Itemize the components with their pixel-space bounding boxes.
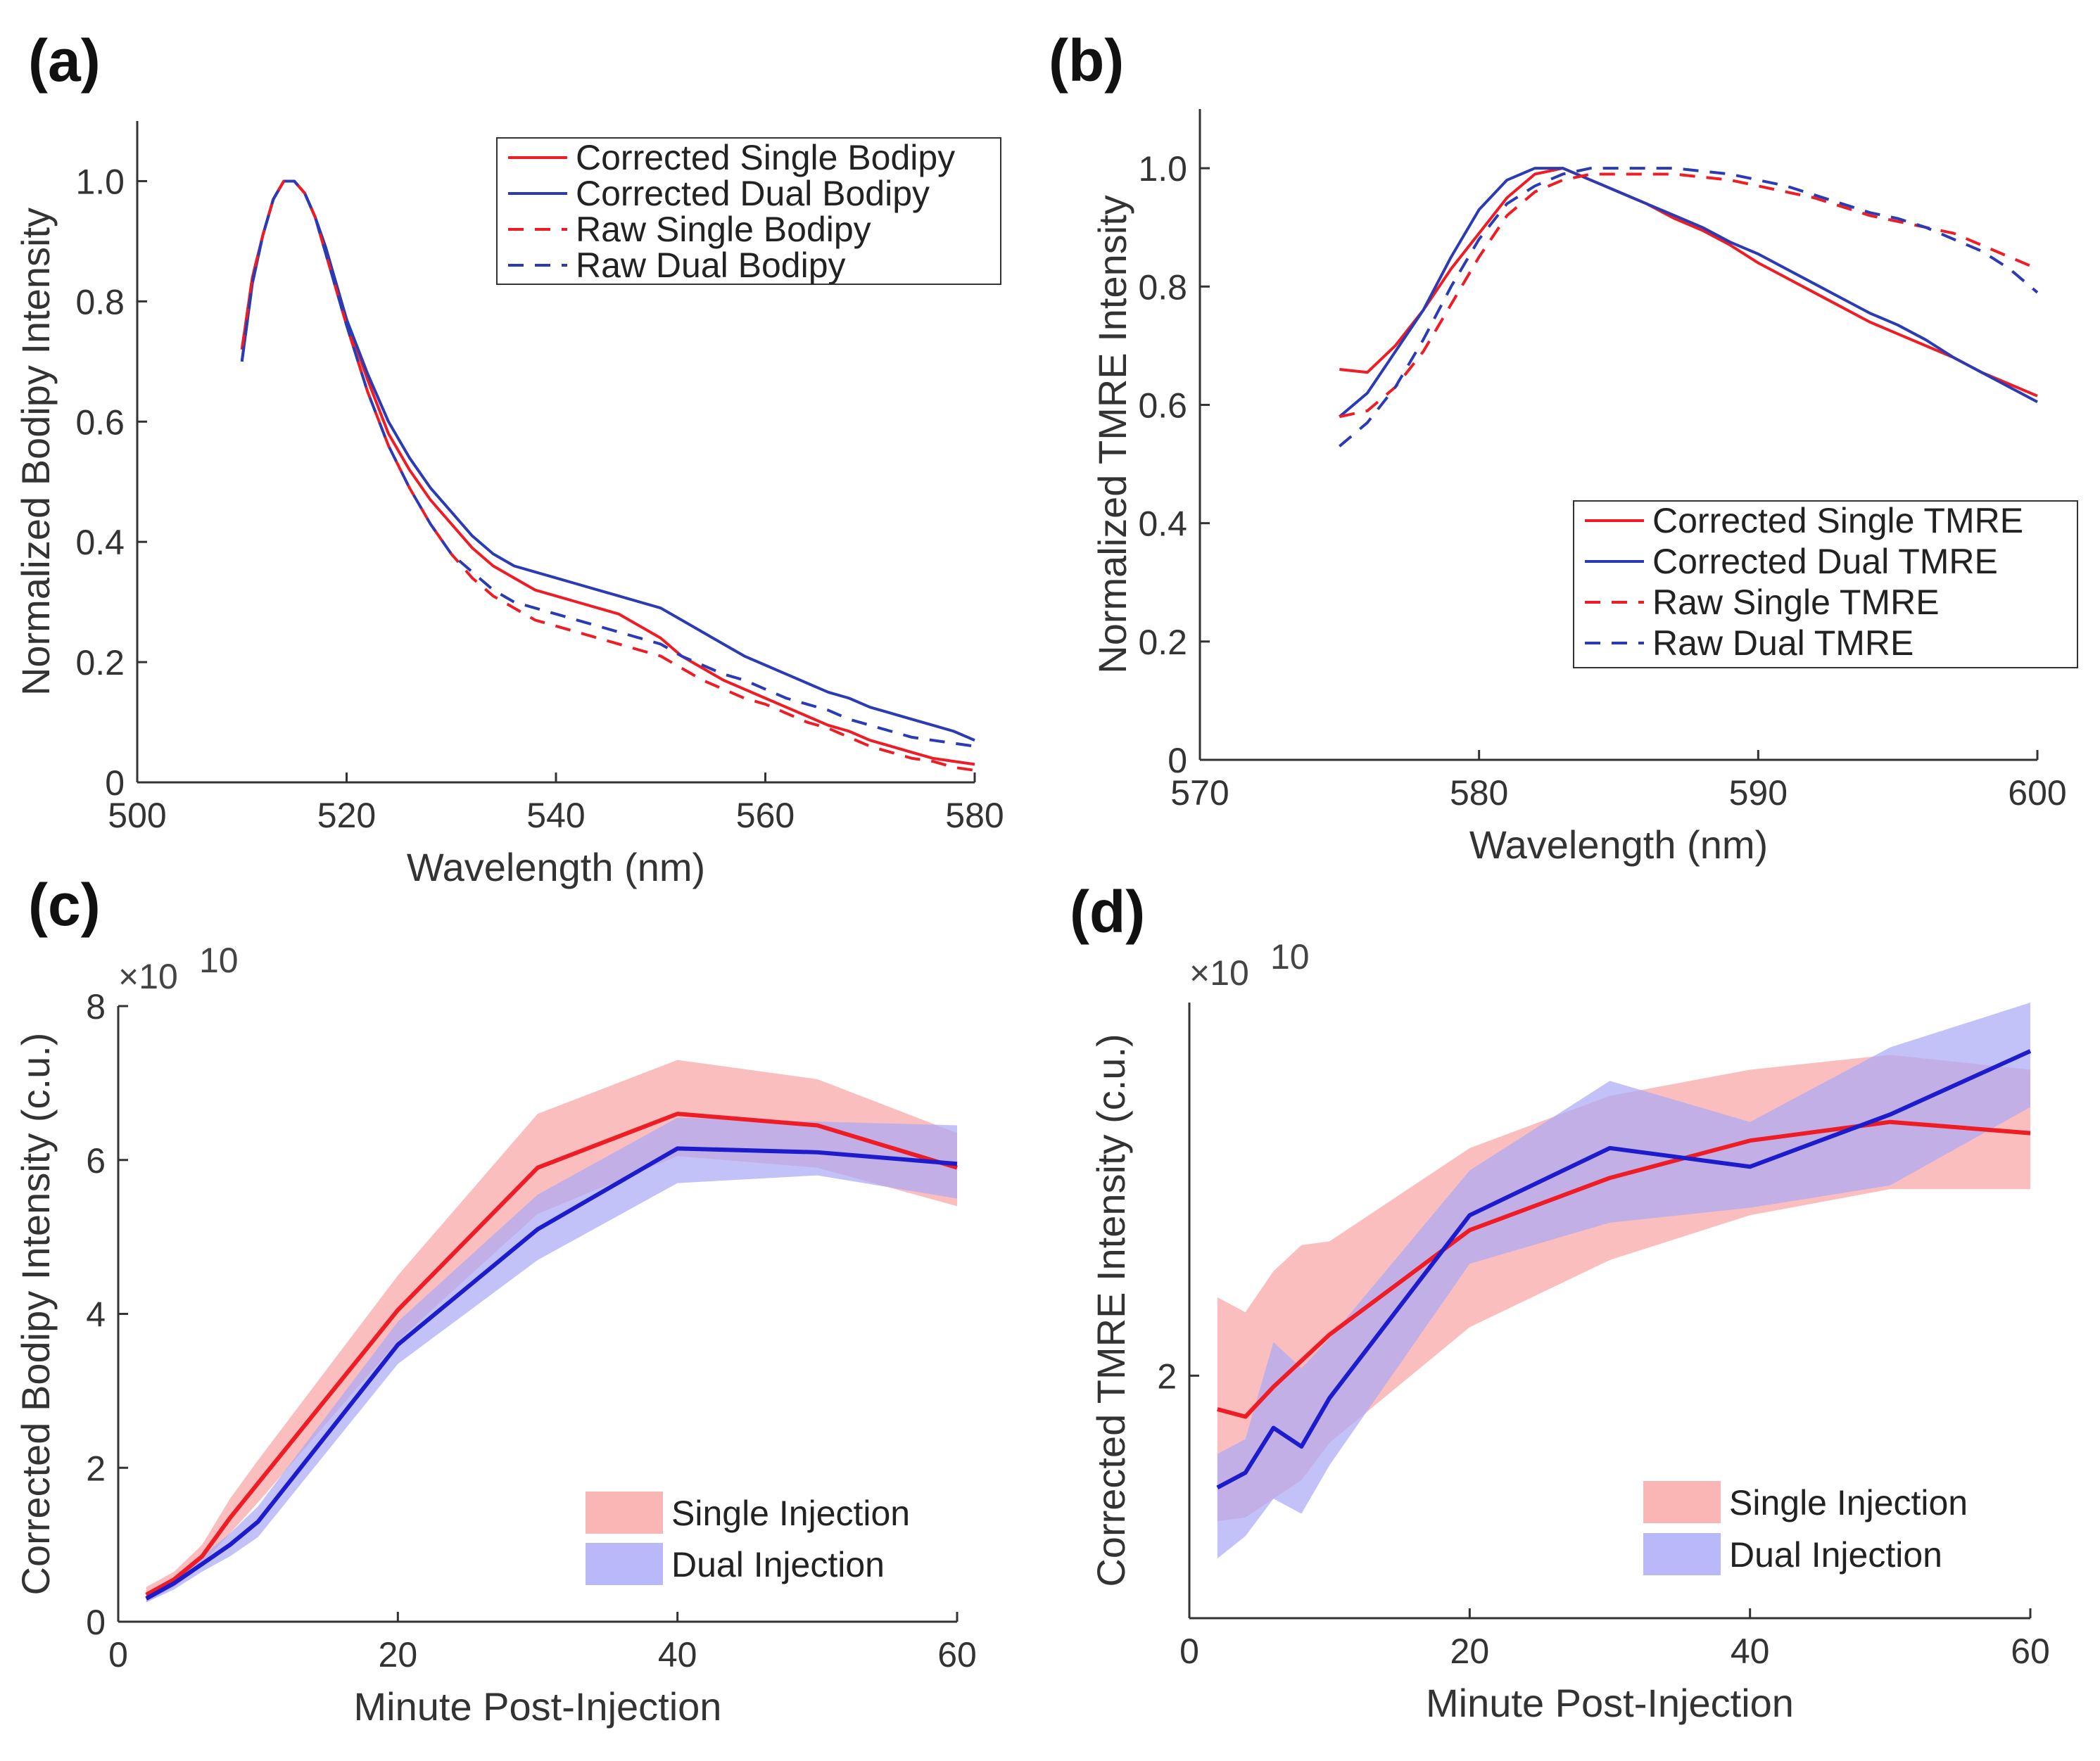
y-axis-label: Normalized Bodipy Intensity (13, 208, 58, 696)
legend-label-4: Raw Dual TMRE (1652, 623, 1914, 663)
y-axis-label: Corrected Bodipy Intensity (c.u.) (13, 1033, 58, 1596)
series-line-dual-injection (1216, 1049, 2032, 1490)
legend: Single Injection Dual Injection (586, 1492, 910, 1585)
legend-label-1: Single Injection (671, 1494, 910, 1533)
legend-label-2: Corrected Dual Bodipy (576, 174, 930, 213)
panel-a: (a) 500 520 540 560 580 0 0.2 0.4 0.6 0.8 1.0 Wavele… (13, 27, 1004, 889)
x-tick-label: 570 (1170, 773, 1229, 813)
exponent-superscript: 10 (1270, 937, 1310, 977)
y-tick-label: 1.0 (1138, 149, 1187, 189)
x-tick-label: 500 (108, 796, 166, 835)
x-tick-label: 540 (526, 796, 585, 835)
x-axis-label: Minute Post-Injection (1426, 1681, 1794, 1725)
legend-label-1: Single Injection (1729, 1483, 1968, 1522)
series-line-single-injection (1217, 1119, 2031, 1419)
x-tick-label: 20 (379, 1635, 418, 1674)
series-line-corrected-single-tmre (1339, 167, 2038, 398)
x-tick-label: 40 (1731, 1632, 1770, 1671)
y-tick-label: 0 (105, 763, 125, 803)
y-tick-label: 0.6 (75, 402, 125, 442)
legend-label-2: Dual Injection (671, 1545, 885, 1584)
y-tick-label: 0.4 (75, 523, 125, 562)
x-tick-label: 590 (1729, 773, 1788, 813)
panel-label: (a) (28, 27, 101, 94)
panel-label: (d) (1070, 879, 1145, 945)
x-tick-label: 60 (2011, 1632, 2050, 1671)
exponent-multiplier: ×10 (1189, 953, 1249, 993)
series-line-raw-dual-bodipy (240, 179, 975, 748)
confidence-band-dual (1217, 1003, 2030, 1559)
y-tick-label: 0.6 (1138, 386, 1187, 425)
x-tick-label: 600 (2008, 773, 2066, 813)
y-tick-label: 4 (86, 1295, 106, 1335)
x-tick-label: 40 (658, 1635, 697, 1674)
x-tick-label: 580 (1450, 773, 1508, 813)
x-tick-label: 580 (945, 796, 1004, 835)
series-line-single-injection (145, 1112, 958, 1597)
panel-b: (b) 570 580 590 600 0 0.2 0.4 0.6 0.8 1.0 Wavelengt… (1049, 27, 2078, 867)
x-axis-label: Wavelength (nm) (1469, 822, 1768, 867)
legend-box (496, 137, 1001, 285)
y-tick-label: 0.2 (1138, 623, 1187, 662)
y-tick-label: 0.8 (1138, 267, 1187, 307)
series-line-raw-single-tmre (1339, 172, 2038, 419)
y-tick-label: 0.2 (75, 643, 125, 682)
y-tick-label: 0.8 (75, 282, 125, 322)
y-tick-label: 1.0 (75, 162, 125, 201)
x-axis-label: Minute Post-Injection (354, 1684, 722, 1729)
exponent-superscript: 10 (199, 941, 239, 980)
confidence-band-single (146, 1060, 957, 1603)
x-tick-label: 560 (736, 796, 795, 835)
confidence-band-dual (146, 1117, 957, 1603)
legend-label-3: Raw Single TMRE (1652, 583, 1940, 622)
panel-label: (b) (1049, 27, 1124, 94)
legend-label-3: Raw Single Bodipy (576, 210, 871, 249)
y-tick-label: 0 (1168, 741, 1187, 780)
x-tick-label: 0 (108, 1635, 128, 1674)
legend-label-1: Corrected Single TMRE (1652, 501, 2023, 540)
legend-swatch-2 (586, 1543, 663, 1585)
legend-label-2: Dual Injection (1729, 1535, 1942, 1575)
y-tick-label: 2 (86, 1449, 106, 1488)
legend: Single Injection Dual Injection (1643, 1481, 1968, 1575)
legend-swatch-1 (586, 1492, 663, 1534)
legend-swatch-2 (1643, 1533, 1721, 1575)
y-axis-label: Corrected TMRE Intensity (c.u.) (1089, 1034, 1133, 1587)
y-tick-label: 8 (86, 987, 106, 1026)
series-line-corrected-dual-tmre (1339, 167, 2038, 418)
panel-label: (c) (28, 872, 101, 938)
y-tick-label: 6 (86, 1141, 106, 1181)
exponent-multiplier: ×10 (118, 957, 178, 996)
y-tick-label: 0.4 (1138, 504, 1187, 544)
legend-label-1: Corrected Single Bodipy (576, 138, 955, 177)
x-tick-label: 20 (1450, 1632, 1490, 1671)
panel-c: (c) 0 20 40 60 0 2 4 6 8 Minute Post-Injection Corr… (13, 872, 977, 1729)
x-tick-label: 60 (937, 1635, 977, 1674)
legend-box (1573, 500, 2078, 668)
x-tick-label: 0 (1179, 1632, 1199, 1671)
legend-label-2: Corrected Dual TMRE (1652, 542, 1998, 581)
panel-d: (d) 0 20 40 60 2 Minute Post-Injection Correcte… (1070, 879, 2050, 1725)
series-line-dual-injection (145, 1146, 958, 1601)
series-line-raw-single-bodipy (240, 179, 975, 772)
x-axis-label: Wavelength (nm) (407, 845, 705, 889)
x-tick-label: 520 (317, 796, 376, 835)
series-line-raw-dual-tmre (1339, 167, 2039, 447)
y-axis-label: Normalized TMRE Intensity (1090, 195, 1134, 674)
y-tick-label: 0 (86, 1603, 106, 1642)
legend-label-4: Raw Dual Bodipy (576, 246, 846, 285)
legend-swatch-1 (1643, 1481, 1721, 1523)
y-tick-label: 2 (1157, 1356, 1177, 1396)
